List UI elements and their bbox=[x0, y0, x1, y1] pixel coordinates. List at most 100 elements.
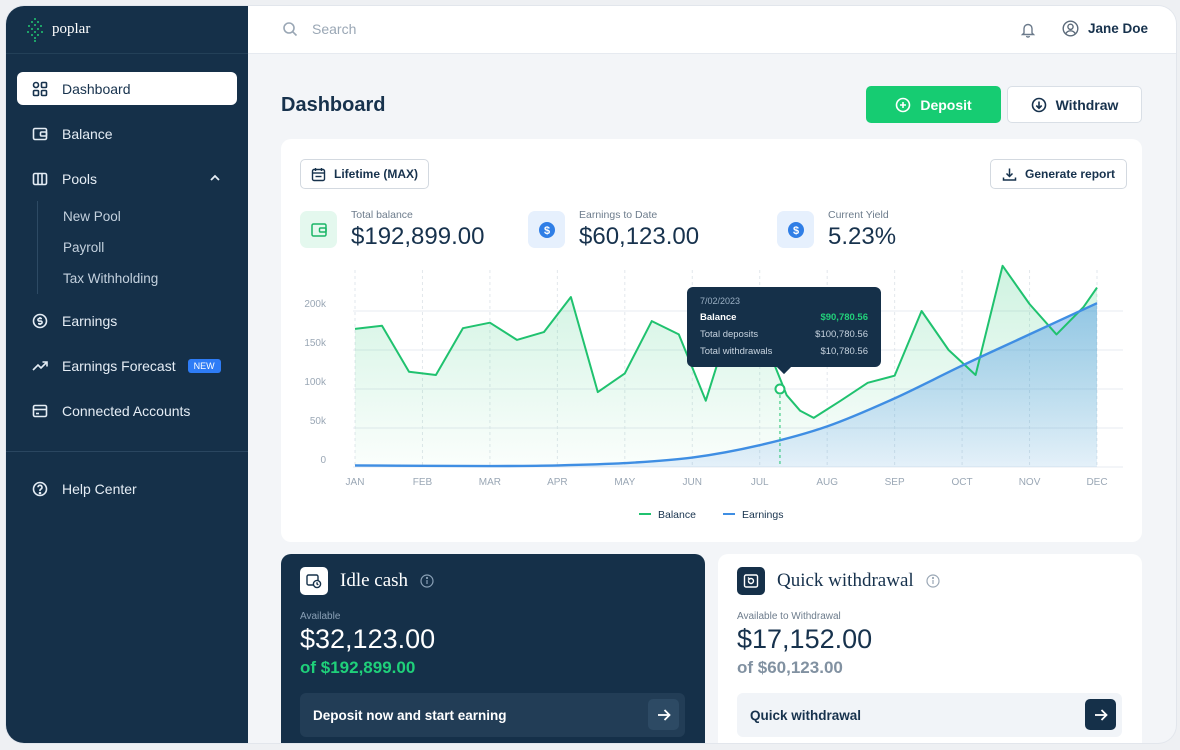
withdraw-button[interactable]: Withdraw bbox=[1007, 86, 1142, 123]
date-range-label: Lifetime (MAX) bbox=[334, 167, 418, 181]
sidebar-subitem-new-pool[interactable]: New Pool bbox=[63, 209, 121, 224]
svg-text:$: $ bbox=[543, 225, 549, 237]
brand-name: poplar bbox=[52, 21, 91, 37]
trend-icon bbox=[32, 360, 48, 371]
y-tick-label: 50k bbox=[310, 416, 327, 427]
sidebar-item-label: Help Center bbox=[62, 480, 137, 497]
topbar: Jane Doe bbox=[248, 6, 1176, 54]
x-tick-label: NOV bbox=[1019, 477, 1041, 488]
sidebar-item-label: Connected Accounts bbox=[62, 402, 191, 419]
quick-withdrawal-value: $17,152.00 bbox=[737, 624, 873, 654]
sidebar-item-connected-accounts[interactable]: Connected Accounts bbox=[17, 394, 237, 427]
stat-earnings-to-date: $ Earnings to Date $60,123.00 bbox=[528, 209, 699, 251]
bell-icon[interactable] bbox=[1020, 21, 1036, 38]
x-tick-label: JUN bbox=[683, 477, 702, 488]
legend-label: Balance bbox=[658, 509, 696, 521]
date-range-select[interactable]: Lifetime (MAX) bbox=[300, 159, 429, 189]
wallet-icon bbox=[300, 211, 337, 248]
y-tick-label: 100k bbox=[304, 377, 327, 388]
stat-value: $60,123.00 bbox=[579, 223, 700, 250]
x-tick-label: JAN bbox=[346, 477, 365, 488]
dollar-coin-icon: $ bbox=[528, 211, 565, 248]
x-tick-label: JUL bbox=[751, 477, 769, 488]
idle-cash-available-label: Available bbox=[300, 611, 341, 622]
arrow-right-icon bbox=[648, 699, 679, 730]
chart-tooltip: 7/02/2023 Balance $90,780.56 Total depos… bbox=[687, 287, 881, 375]
tooltip-balance-label: Balance bbox=[700, 312, 737, 323]
quick-withdrawal-header: Quick withdrawal bbox=[737, 567, 940, 595]
sidebar-item-dashboard[interactable]: Dashboard bbox=[17, 72, 237, 105]
svg-text:$: $ bbox=[792, 225, 798, 237]
quick-withdrawal-available-label: Available to Withdrawal bbox=[737, 611, 841, 622]
generate-report-button[interactable]: Generate report bbox=[990, 159, 1128, 189]
pools-subnav: New Pool Payroll Tax Withholding bbox=[37, 201, 248, 294]
sidebar-item-label: Pools bbox=[62, 170, 98, 187]
y-tick-label: 0 bbox=[320, 455, 326, 466]
idle-cash-title: Idle cash bbox=[340, 570, 409, 591]
card-icon bbox=[32, 404, 48, 417]
earnings-line bbox=[354, 302, 1098, 468]
user-menu[interactable]: Jane Doe bbox=[1062, 20, 1148, 37]
sidebar-item-label: Earnings bbox=[62, 312, 118, 329]
poplar-logo-icon bbox=[27, 17, 43, 42]
tooltip-date: 7/02/2023 bbox=[700, 296, 741, 306]
generate-report-label: Generate report bbox=[1025, 167, 1116, 181]
wallet-icon bbox=[32, 127, 48, 140]
deposit-button[interactable]: Deposit bbox=[866, 86, 1001, 123]
sidebar-subitem-tax-withholding[interactable]: Tax Withholding bbox=[63, 271, 159, 286]
stat-value: $192,899.00 bbox=[351, 223, 485, 250]
highlight-point[interactable] bbox=[774, 383, 786, 395]
quick-withdrawal-of-total: of $60,123.00 bbox=[737, 658, 843, 677]
sidebar-nav: Dashboard Balance Pools New Pool Payroll… bbox=[6, 54, 248, 505]
y-tick-label: 200k bbox=[304, 299, 327, 310]
pools-icon bbox=[32, 172, 48, 185]
plus-circle-icon bbox=[896, 97, 911, 112]
x-tick-label: AUG bbox=[816, 477, 838, 488]
tooltip-deposits-row: Total deposits $100,780.56 bbox=[700, 329, 868, 340]
quick-withdrawal-title: Quick withdrawal bbox=[777, 570, 914, 591]
search-icon bbox=[283, 22, 298, 37]
stat-value: 5.23% bbox=[828, 223, 897, 250]
stat-label: Current Yield bbox=[828, 209, 889, 221]
info-icon[interactable] bbox=[420, 574, 434, 588]
chevron-up-icon[interactable] bbox=[209, 173, 221, 183]
dollar-coin-icon: $ bbox=[777, 211, 814, 248]
sidebar-item-help-center[interactable]: Help Center bbox=[17, 472, 237, 505]
user-name: Jane Doe bbox=[1088, 21, 1149, 36]
sidebar-item-earnings[interactable]: Earnings bbox=[17, 304, 237, 337]
brand[interactable]: poplar bbox=[6, 6, 248, 54]
sidebar-divider bbox=[6, 451, 248, 452]
tooltip-deposits-value: $100,780.56 bbox=[815, 329, 868, 340]
help-icon bbox=[32, 481, 48, 496]
sidebar-item-label: Dashboard bbox=[62, 80, 131, 97]
deposit-now-button[interactable]: Deposit now and start earning bbox=[300, 693, 685, 737]
calendar-icon bbox=[311, 167, 326, 181]
tooltip-deposits-label: Total deposits bbox=[700, 329, 759, 340]
x-tick-label: APR bbox=[547, 477, 568, 488]
quick-withdrawal-label: Quick withdrawal bbox=[750, 707, 862, 723]
y-tick-label: 150k bbox=[304, 338, 327, 349]
tooltip-withdrawals-row: Total withdrawals $10,780.56 bbox=[700, 346, 868, 357]
tooltip-balance-row: Balance $90,780.56 bbox=[700, 312, 868, 323]
withdraw-label: Withdraw bbox=[1055, 96, 1119, 113]
sidebar-subitem-payroll[interactable]: Payroll bbox=[63, 240, 105, 255]
sidebar-item-earnings-forecast[interactable]: Earnings Forecast NEW bbox=[17, 349, 237, 382]
sidebar: poplar Dashboard Balance Pools New Pool … bbox=[6, 6, 248, 743]
search-bar bbox=[282, 21, 612, 37]
stat-total-balance: Total balance $192,899.00 bbox=[300, 209, 484, 251]
page-title: Dashboard bbox=[281, 94, 386, 116]
sidebar-item-pools[interactable]: Pools bbox=[17, 162, 237, 195]
x-tick-label: MAR bbox=[479, 477, 501, 488]
sidebar-item-balance[interactable]: Balance bbox=[17, 117, 237, 150]
idle-cash-header: Idle cash bbox=[300, 567, 434, 595]
stat-label: Total balance bbox=[351, 209, 413, 221]
dashboard-icon bbox=[32, 81, 48, 96]
quick-withdrawal-icon bbox=[737, 567, 765, 595]
quick-withdrawal-button[interactable]: Quick withdrawal bbox=[737, 693, 1122, 737]
idle-cash-card: Idle cash Available $32,123.00 of $192,8… bbox=[281, 554, 705, 743]
dollar-icon bbox=[32, 313, 48, 328]
tooltip-withdrawals-value: $10,780.56 bbox=[820, 346, 868, 357]
info-icon[interactable] bbox=[926, 574, 940, 588]
search-input[interactable] bbox=[312, 21, 612, 37]
user-avatar-icon bbox=[1062, 20, 1079, 37]
